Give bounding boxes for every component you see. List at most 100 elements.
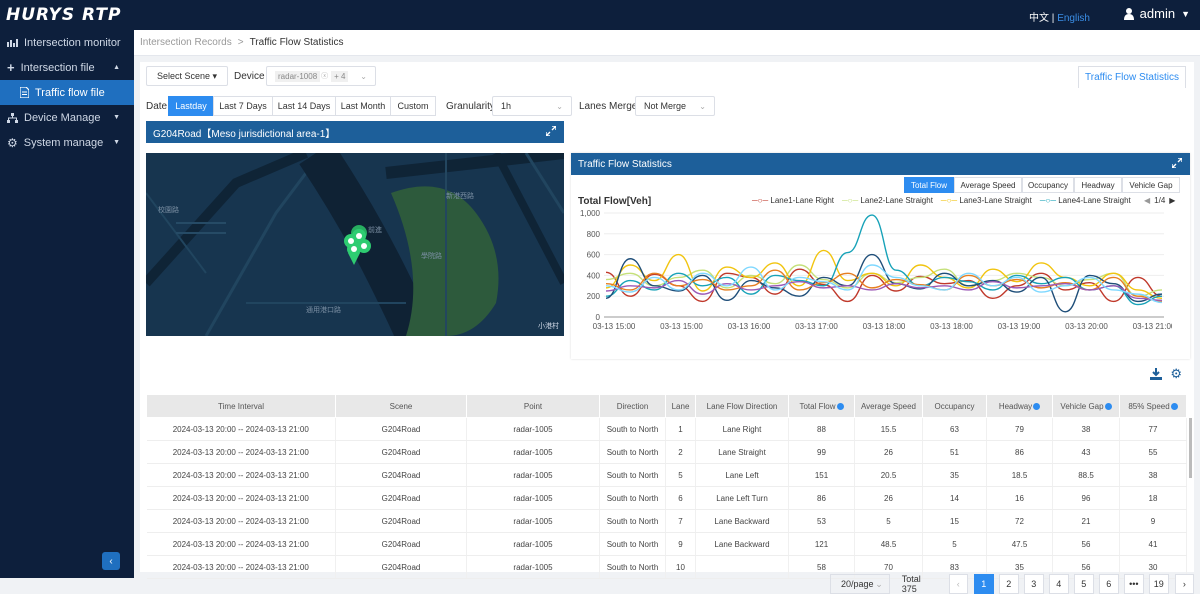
legend-pager: ◀ 1/4 ▶ [1144,196,1175,205]
device-select[interactable]: radar-1008 ⓧ + 4 ⌄ [266,66,376,86]
chart-tab-headway[interactable]: Headway [1074,177,1122,193]
chevron-down-icon: ⌄ [556,101,563,111]
series-line[interactable] [605,214,1163,306]
table-row[interactable]: 2024-03-13 20:00 -- 2024-03-13 21:00 G204… [146,509,1187,533]
info-icon[interactable] [1104,402,1112,410]
column-header[interactable]: Direction [599,394,666,418]
date-custom-button[interactable]: Custom [390,96,436,116]
legend-item[interactable]: ─○─ Lane1-Lane Right [752,196,834,205]
legend-item[interactable]: ─○─ Lane3-Lane Straight [941,196,1032,205]
date-last7-button[interactable]: Last 7 Days [213,96,273,116]
sidebar-item-system-manage[interactable]: ⚙ System manage ▼ [0,130,134,155]
legend-swatch: ─○─ [752,196,769,205]
expand-icon[interactable] [545,125,557,139]
network-icon [7,112,18,123]
table-cell: Lane Backward [695,532,789,556]
column-header-label: Scene [389,401,413,411]
date-lastmonth-button[interactable]: Last Month [335,96,391,116]
column-header[interactable]: Average Speed [854,394,923,418]
plus-icon: + [7,60,15,75]
page-button[interactable]: 3 [1023,574,1044,594]
lanes-merge-value: Not Merge [644,101,687,111]
column-header[interactable]: Total Flow [788,394,855,418]
series-line[interactable] [605,279,1163,302]
lanes-merge-label: Lanes Merge [579,101,638,112]
sidebar-item-device-manage[interactable]: Device Manage ▼ [0,105,134,130]
table-cell: 38 [1052,417,1120,441]
breadcrumb-parent[interactable]: Intersection Records [140,37,232,48]
info-icon[interactable] [1170,402,1178,410]
granularity-select[interactable]: 1h ⌄ [492,96,572,116]
sidebar-item-traffic-flow-file[interactable]: Traffic flow file [0,80,134,105]
info-icon[interactable] [836,402,844,410]
table-row[interactable]: 2024-03-13 20:00 -- 2024-03-13 21:00 G204… [146,463,1187,487]
sidebar-item-intersection-monitor[interactable]: Intersection monitor [0,30,134,55]
table-cell: G204Road [335,532,467,556]
settings-icon[interactable]: ⚙ [1170,366,1182,381]
series-line[interactable] [605,269,1163,303]
lang-en-link[interactable]: English [1057,13,1090,24]
page-size-select[interactable]: 20/page ⌄ [830,574,890,594]
column-header[interactable]: Time Interval [146,394,336,418]
table-row[interactable]: 2024-03-13 20:00 -- 2024-03-13 21:00 G204… [146,440,1187,464]
legend-label: Lane2-Lane Straight [860,196,933,205]
page-button[interactable]: 1 [973,574,994,594]
main-area: Intersection Records > Traffic Flow Stat… [134,30,1200,594]
page-button[interactable]: 5 [1073,574,1094,594]
page-button[interactable]: ••• [1123,574,1144,594]
legend-item[interactable]: ─○─ Lane2-Lane Straight [842,196,933,205]
user-menu[interactable]: admin ▼ [1123,6,1190,21]
chart-tab-vehicle-gap[interactable]: Vehicle Gap [1122,177,1180,193]
page-button[interactable]: 19 [1148,574,1169,594]
lang-separator: | [1051,13,1055,24]
next-page-button[interactable]: › [1174,574,1194,594]
legend-item[interactable]: ─○─ Lane4-Lane Straight [1040,196,1131,205]
table-cell: Lane Left Turn [695,486,789,510]
series-line[interactable] [605,253,1163,313]
series-line[interactable] [605,264,1163,304]
select-scene-button[interactable]: Select Scene ▾ [146,66,228,86]
lang-zh-link[interactable]: 中文 [1029,13,1050,24]
date-lastday-button[interactable]: Lastday [168,96,214,116]
sidebar-item-intersection-file[interactable]: + Intersection file ▲ [0,55,134,80]
column-header[interactable]: Lane [665,394,696,418]
legend-prev-icon[interactable]: ◀ [1144,196,1151,205]
prev-page-button[interactable]: ‹ [948,574,968,594]
lanes-merge-select[interactable]: Not Merge ⌄ [635,96,715,116]
legend-label: Lane4-Lane Straight [1058,196,1131,205]
column-header[interactable]: Vehicle Gap [1052,394,1120,418]
column-header[interactable]: Headway [986,394,1053,418]
column-header[interactable]: Scene [335,394,467,418]
table-row[interactable]: 2024-03-13 20:00 -- 2024-03-13 21:00 G204… [146,532,1187,556]
page-size-value: 20/page [841,579,874,589]
column-header[interactable]: Lane Flow Direction [695,394,789,418]
info-icon[interactable] [1033,402,1041,410]
chart-tab-total-flow[interactable]: Total Flow [904,177,954,193]
username: admin [1139,6,1176,21]
table-cell: 2024-03-13 20:00 -- 2024-03-13 21:00 [146,486,336,510]
date-last14-button[interactable]: Last 14 Days [272,96,336,116]
chevron-down-icon: ▼ [113,114,120,121]
expand-icon[interactable] [1171,157,1183,171]
column-header[interactable]: 85% Speed [1119,394,1187,418]
table-row[interactable]: 2024-03-13 20:00 -- 2024-03-13 21:00 G204… [146,486,1187,510]
chart-tab-occupancy[interactable]: Occupancy [1022,177,1074,193]
page-button[interactable]: 2 [998,574,1019,594]
table-row[interactable]: 2024-03-13 20:00 -- 2024-03-13 21:00 G204… [146,417,1187,441]
table-cell: 2024-03-13 20:00 -- 2024-03-13 21:00 [146,509,336,533]
download-icon[interactable] [1150,368,1163,380]
collapse-sidebar-button[interactable]: ‹ [102,552,120,570]
table-scrollbar[interactable] [1189,418,1192,478]
page-button[interactable]: 6 [1098,574,1119,594]
legend-next-icon[interactable]: ▶ [1169,196,1176,205]
page-button[interactable]: 4 [1048,574,1069,594]
tag-close-icon[interactable]: ⓧ [321,73,329,80]
map-view[interactable]: 新港西路 前進 校園路 學院路 通用港口路 小港村 [146,153,564,336]
legend-label: Lane3-Lane Straight [959,196,1032,205]
y-tick-label: 1,000 [580,209,601,218]
column-header[interactable]: Point [466,394,600,418]
tab-traffic-flow-statistics[interactable]: Traffic Flow Statistics [1078,66,1186,88]
chart-tab-average-speed[interactable]: Average Speed [954,177,1022,193]
chevron-down-icon: ▼ [1181,8,1190,19]
column-header[interactable]: Occupancy [922,394,987,418]
